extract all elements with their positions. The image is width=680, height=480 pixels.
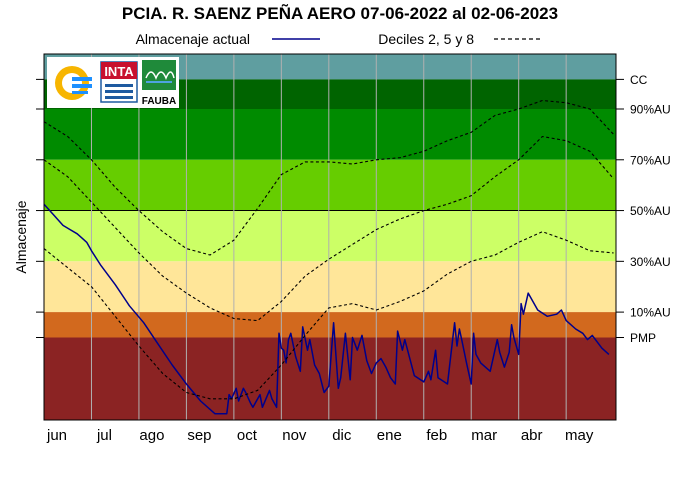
- series-line-decil-5: [43, 135, 615, 322]
- x-tick-may: may: [565, 427, 594, 444]
- x-tick-mar: mar: [471, 427, 497, 444]
- fauba-logo-text: FAUBA: [142, 96, 176, 107]
- x-tick-feb: feb: [426, 427, 447, 444]
- series-line-almacenaje-actual: [43, 203, 610, 415]
- band-50-30: [44, 210, 616, 262]
- x-tick-oct: oct: [237, 427, 258, 444]
- series-line-decil-8: [43, 99, 615, 256]
- band-90-70: [44, 109, 616, 160]
- logo-panel: INTA FAUBA: [47, 57, 179, 108]
- legend-actual-label: Almacenaje actual: [136, 31, 250, 47]
- band-10-pmp: [44, 312, 616, 338]
- band-70-50: [44, 159, 616, 211]
- ref-label-70au: 70%AU: [630, 153, 671, 167]
- ref-label-10au: 10%AU: [630, 306, 671, 320]
- month-gridlines: [90, 54, 567, 420]
- y-axis-label: Almacenaje: [13, 200, 29, 273]
- x-tick-jun: jun: [46, 427, 67, 444]
- x-tick-abr: abr: [521, 427, 543, 444]
- chart-title: PCIA. R. SAENZ PEÑA AERO 07-06-2022 al 0…: [121, 4, 559, 23]
- inta-logo-text: INTA: [104, 64, 134, 79]
- legend: Almacenaje actual Deciles 2, 5 y 8: [136, 31, 540, 47]
- x-tick-jul: jul: [96, 427, 112, 444]
- x-tick-dic: dic: [332, 427, 352, 444]
- series-line-decil-2: [43, 231, 614, 400]
- x-tick-sep: sep: [187, 427, 211, 444]
- climate-logo: [55, 66, 92, 100]
- ref-label-cc: CC: [630, 73, 648, 87]
- plot-border: [43, 53, 617, 421]
- ref-label-pmp: PMP: [630, 331, 656, 345]
- x-tick-ene: ene: [377, 427, 402, 444]
- x-axis: jun jul ago sep oct nov dic ene feb mar abr may: [46, 427, 594, 444]
- legend-deciles-label: Deciles 2, 5 y 8: [378, 31, 474, 47]
- x-tick-nov: nov: [282, 427, 307, 444]
- y-axis: [36, 78, 44, 338]
- ref-label-90au: 90%AU: [630, 103, 671, 117]
- reference-axis: CC 90%AU 70%AU 50%AU 30%AU 10%AU PMP: [616, 73, 671, 345]
- band-30-10: [44, 261, 616, 313]
- ref-label-50au: 50%AU: [630, 204, 671, 218]
- x-tick-ago: ago: [139, 427, 164, 444]
- inta-logo: INTA: [100, 61, 138, 103]
- series-lines: [43, 99, 615, 415]
- ref-label-30au: 30%AU: [630, 255, 671, 269]
- fauba-logo: FAUBA: [142, 60, 176, 107]
